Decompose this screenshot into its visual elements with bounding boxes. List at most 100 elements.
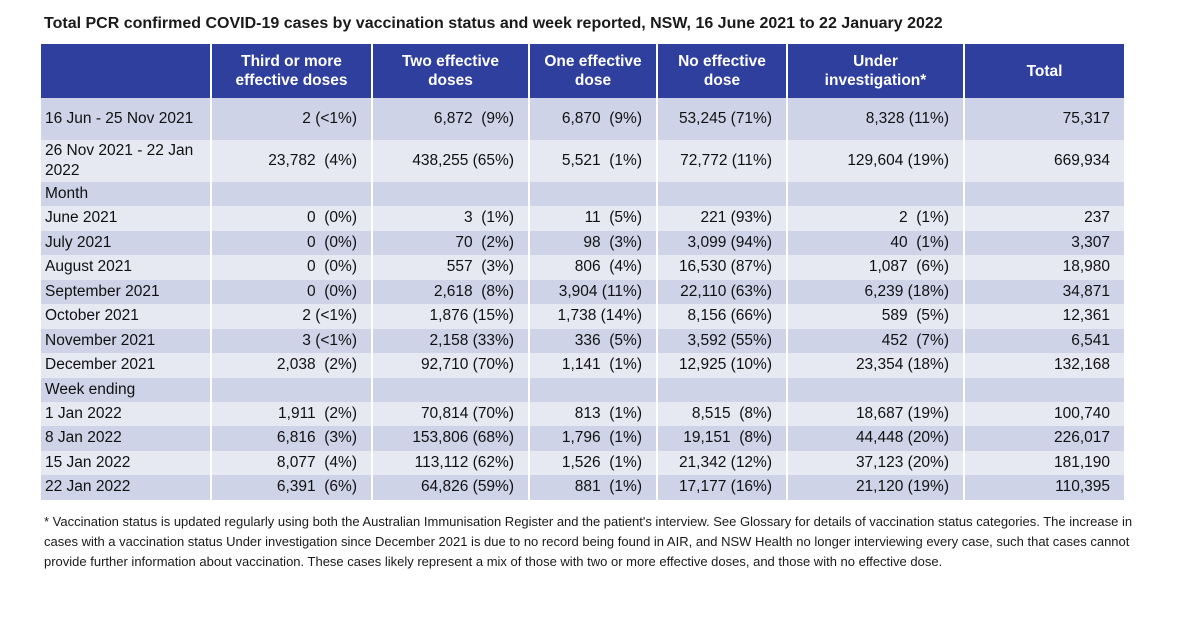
cell-none: 3,592 (55%) (656, 328, 787, 353)
footnote: * Vaccination status is updated regularl… (44, 514, 1133, 569)
table-row: July 2021 0 (0%) 70 (2%) 98 (3%) 3,099 (94%)… (41, 230, 1124, 255)
cell-total: 3,307 (963, 230, 1124, 255)
table-body: 16 Jun - 25 Nov 2021 2 (<1%) 6,872 (9%) 6,8… (41, 98, 1124, 500)
cell-total: 226,017 (963, 426, 1124, 451)
table-row: November 2021 3 (<1%) 2,158 (33%) 336 (5%) 3… (41, 328, 1124, 353)
row-label: August 2021 (41, 255, 211, 280)
cell-total: 18,980 (963, 255, 1124, 280)
empty-cell (963, 377, 1124, 402)
empty-cell (786, 377, 964, 402)
cell-total: 6,541 (963, 328, 1124, 353)
cell-third: 1,911 (2%) (210, 401, 372, 426)
cell-none: 8,156 (66%) (656, 304, 787, 329)
cell-one: 1,141 (1%) (528, 353, 657, 378)
cell-third: 2,038 (2%) (210, 353, 372, 378)
cell-under: 21,120 (19%) (786, 475, 964, 500)
empty-cell (528, 182, 657, 206)
cell-none: 8,515 (8%) (656, 401, 787, 426)
row-label: July 2021 (41, 230, 211, 255)
cell-total: 132,168 (963, 353, 1124, 378)
cell-total: 100,740 (963, 401, 1124, 426)
cell-third: 23,782 (4%) (210, 140, 372, 182)
cell-third: 3 (<1%) (210, 328, 372, 353)
cell-two: 438,255 (65%) (371, 140, 529, 182)
cell-one: 98 (3%) (528, 230, 657, 255)
cell-one: 1,796 (1%) (528, 426, 657, 451)
row-label: October 2021 (41, 304, 211, 329)
cell-one: 1,526 (1%) (528, 450, 657, 475)
cell-under: 129,604 (19%) (786, 140, 964, 182)
cell-one: 1,738 (14%) (528, 304, 657, 329)
row-label: 16 Jun - 25 Nov 2021 (41, 98, 211, 140)
cell-third: 6,391 (6%) (210, 475, 372, 500)
cell-two: 3 (1%) (371, 206, 529, 231)
cell-two: 153,806 (68%) (371, 426, 529, 451)
cell-under: 37,123 (20%) (786, 450, 964, 475)
empty-cell (528, 377, 657, 402)
row-label: November 2021 (41, 328, 211, 353)
cell-under: 589 (5%) (786, 304, 964, 329)
header-row: Third or more effective doses Two effecti… (41, 44, 1124, 98)
table-row: 1 Jan 2022 1,911 (2%) 70,814 (70%) 813 (1%)… (41, 401, 1124, 426)
row-label: September 2021 (41, 279, 211, 304)
header-cell-blank (41, 44, 211, 98)
cell-two: 2,618 (8%) (371, 279, 529, 304)
empty-cell (371, 377, 529, 402)
month-section-heading-label: Month (41, 182, 211, 206)
cell-total: 12,361 (963, 304, 1124, 329)
table-row: December 2021 2,038 (2%) 92,710 (70%) 1,141… (41, 353, 1124, 378)
row-label: December 2021 (41, 353, 211, 378)
table-row: 15 Jan 2022 8,077 (4%) 113,112 (62%) 1,526 … (41, 450, 1124, 475)
month-section-heading: Month (41, 182, 1124, 206)
cell-none: 17,177 (16%) (656, 475, 787, 500)
cell-under: 8,328 (11%) (786, 98, 964, 140)
header-third-doses: Third or more effective doses (210, 44, 372, 98)
empty-cell (371, 182, 529, 206)
cell-none: 12,925 (10%) (656, 353, 787, 378)
cell-under: 18,687 (19%) (786, 401, 964, 426)
cell-two: 64,826 (59%) (371, 475, 529, 500)
cell-none: 19,151 (8%) (656, 426, 787, 451)
cell-total: 34,871 (963, 279, 1124, 304)
cell-under: 1,087 (6%) (786, 255, 964, 280)
cell-one: 5,521 (1%) (528, 140, 657, 182)
cell-two: 92,710 (70%) (371, 353, 529, 378)
cell-under: 6,239 (18%) (786, 279, 964, 304)
header-one-dose: One effective dose (528, 44, 657, 98)
cell-third: 0 (0%) (210, 230, 372, 255)
cell-two: 1,876 (15%) (371, 304, 529, 329)
table-row: October 2021 2 (<1%) 1,876 (15%) 1,738 (14%… (41, 304, 1124, 329)
cell-two: 113,112 (62%) (371, 450, 529, 475)
empty-cell (656, 182, 787, 206)
table-row: 22 Jan 2022 6,391 (6%) 64,826 (59%) 881 (1%… (41, 475, 1124, 500)
cell-one: 11 (5%) (528, 206, 657, 231)
cell-one: 6,870 (9%) (528, 98, 657, 140)
row-label: 1 Jan 2022 (41, 401, 211, 426)
cell-total: 237 (963, 206, 1124, 231)
cell-third: 8,077 (4%) (210, 450, 372, 475)
cell-none: 16,530 (87%) (656, 255, 787, 280)
header-no-dose: No effective dose (656, 44, 787, 98)
row-label: 26 Nov 2021 - 22 Jan 2022 (41, 140, 211, 182)
cell-none: 221 (93%) (656, 206, 787, 231)
cell-under: 40 (1%) (786, 230, 964, 255)
cell-under: 23,354 (18%) (786, 353, 964, 378)
empty-cell (786, 182, 964, 206)
header-under-investigation: Under investigation* (786, 44, 964, 98)
empty-cell (210, 377, 372, 402)
table-title: Total PCR confirmed COVID-19 cases by va… (44, 15, 943, 32)
cases-table: Third or more effective doses Two effecti… (41, 44, 1124, 500)
cell-none: 22,110 (63%) (656, 279, 787, 304)
cell-under: 2 (1%) (786, 206, 964, 231)
table-row: August 2021 0 (0%) 557 (3%) 806 (4%) 16,530 … (41, 255, 1124, 280)
cell-none: 72,772 (11%) (656, 140, 787, 182)
header-two-doses: Two effective doses (371, 44, 529, 98)
cell-under: 44,448 (20%) (786, 426, 964, 451)
table-row: June 2021 0 (0%) 3 (1%) 11 (5%) 221 (93%) 2 (… (41, 206, 1124, 231)
cell-total: 110,395 (963, 475, 1124, 500)
cell-two: 2,158 (33%) (371, 328, 529, 353)
cell-none: 53,245 (71%) (656, 98, 787, 140)
cell-third: 2 (<1%) (210, 98, 372, 140)
cell-third: 0 (0%) (210, 279, 372, 304)
empty-cell (210, 182, 372, 206)
